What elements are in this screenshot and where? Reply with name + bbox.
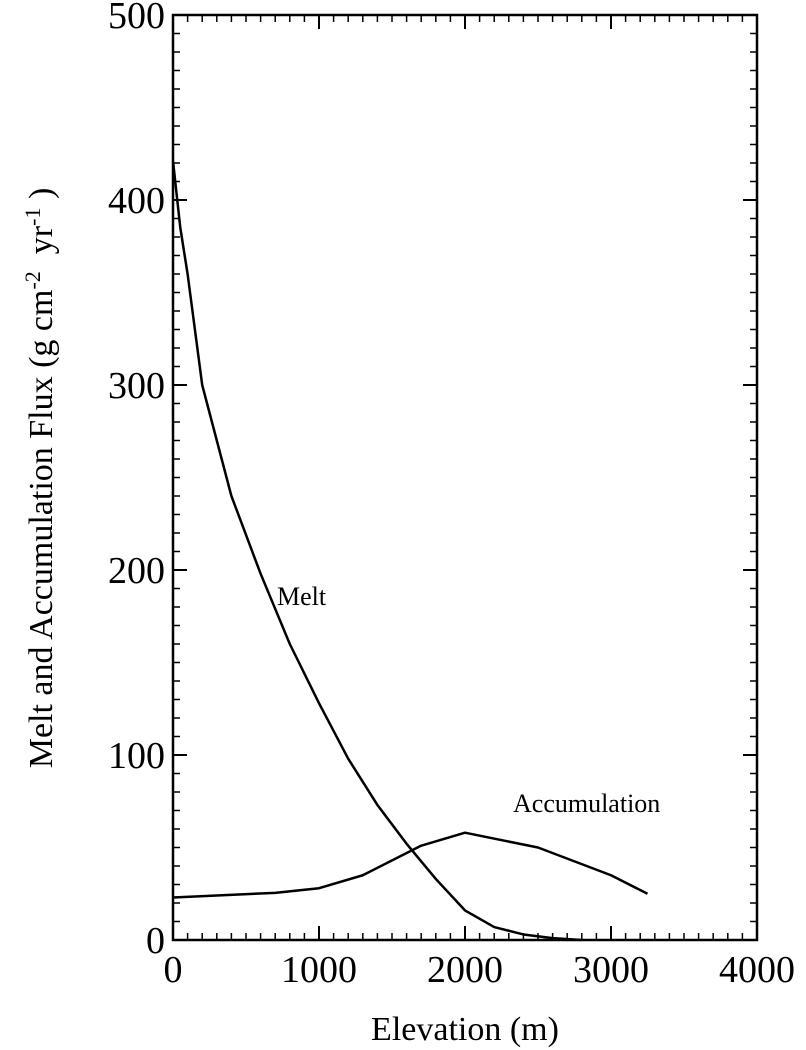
y-tick-label: 0 [146,920,165,962]
y-tick-label: 300 [108,365,165,407]
series-label: Melt [277,582,327,611]
y-tick-label: 400 [108,180,165,222]
y-axis-label-part: ) [23,188,60,208]
y-axis-label: Melt and Accumulation Flux (g cm-2 yr-1 … [20,188,60,769]
y-axis-label-superscript: -2 [20,271,45,289]
x-tick-label: 2000 [427,949,503,991]
series-label: Accumulation [513,789,660,818]
series-line [172,831,649,899]
x-tick-label: 4000 [719,949,795,991]
x-tick-label: 1000 [281,949,357,991]
y-axis-label-part: yr [23,225,60,271]
x-axis-label: Elevation (m) [371,1011,559,1048]
x-tick-label: 0 [164,949,183,991]
series-line [171,161,582,942]
y-tick-label: 100 [108,735,165,777]
y-tick-label: 500 [108,0,165,37]
y-axis-label-superscript: -1 [20,208,45,226]
y-tick-label: 200 [108,550,165,592]
y-axis-label-part: Melt and Accumulation Flux (g cm [23,290,60,769]
plot-frame [171,13,759,942]
x-tick-label: 3000 [573,949,649,991]
